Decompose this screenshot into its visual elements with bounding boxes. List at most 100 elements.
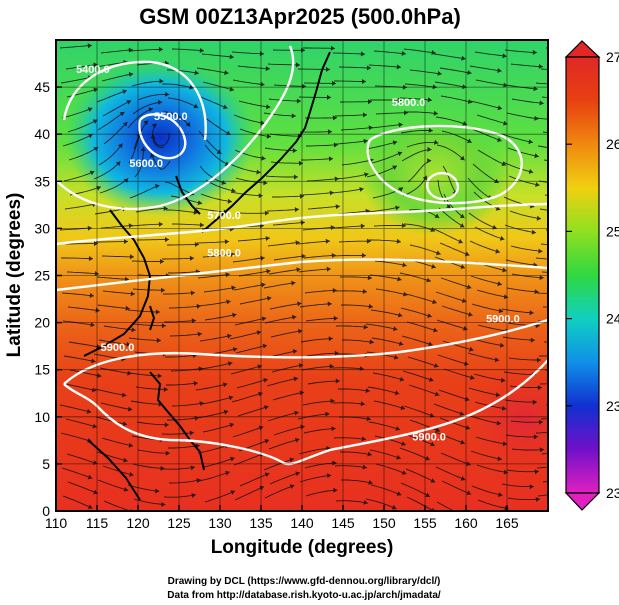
streamline-arrowhead [165,91,170,97]
streamline-arrowhead [326,266,331,272]
streamline [297,68,331,70]
streamline-arrowhead [534,153,539,159]
streamline-arrowhead [191,318,196,324]
streamline [439,242,470,256]
streamline-arrowhead [459,223,465,228]
streamline-arrowhead [459,411,465,416]
streamline-arrowhead [193,103,199,109]
streamline [403,405,435,418]
coastline-china [83,209,152,357]
streamline [263,112,296,117]
streamline-arrowhead [165,450,170,456]
streamline-arrowhead [498,308,504,314]
streamline-arrowhead [332,288,337,293]
streamline [129,184,160,199]
streamline-arrowhead [364,172,369,178]
streamline [332,52,366,55]
streamline [473,373,506,382]
streamline-arrowhead [397,276,402,282]
streamline-arrowhead [196,478,201,483]
streamline-arrowhead [528,139,533,145]
streamline-arrowhead [538,64,543,69]
streamline [65,63,98,70]
streamline [97,304,130,310]
streamline [297,240,330,245]
streamline-arrowhead [401,441,406,446]
streamline [437,179,451,209]
streamline-arrowhead [163,387,168,392]
streamline-arrowhead [197,331,202,337]
streamline [332,402,365,405]
streamline-arrowhead [266,104,271,110]
streamline-arrowhead [397,312,403,318]
streamline-arrowhead [470,375,475,380]
streamline [331,188,364,194]
streamline [335,140,368,145]
streamline [340,126,373,131]
streamline [305,489,338,497]
streamline-arrowhead [300,424,305,430]
streamline-arrowhead [140,147,146,152]
streamline-arrowhead [157,373,162,379]
streamline-arrowhead [91,358,96,364]
streamline [405,468,436,483]
streamline [477,499,509,510]
streamline [335,325,368,328]
streamline [130,400,163,405]
streamline [436,144,465,161]
streamline [267,241,300,247]
streamline-arrowhead [229,86,234,92]
streamline-arrowhead [294,207,299,213]
streamline-arrowhead [91,387,97,393]
streamline [196,241,230,244]
streamline-arrowhead [396,64,401,70]
streamline [438,207,465,228]
streamline [443,368,475,379]
streamline-arrowhead [433,110,438,116]
streamline-arrowhead [261,282,266,288]
streamline-arrowhead [128,442,133,448]
streamline [400,307,432,318]
streamline [233,453,265,466]
streamline-arrowhead [446,204,451,209]
streamline [535,257,548,260]
streamline-arrowhead [291,280,296,286]
streamline-arrowhead [292,314,297,320]
streamline-arrowhead [369,339,374,345]
streamline [229,163,261,173]
streamline [204,144,230,166]
streamline-arrowhead [126,100,132,105]
streamline [365,323,398,331]
streamline [509,385,542,389]
streamline-arrowhead [533,434,538,440]
x-tick-label: 130 [208,515,232,531]
streamline-arrowhead [296,267,301,273]
streamline-arrowhead [123,457,128,463]
x-axis-label: Longitude (degrees) [211,537,394,558]
streamline [99,367,132,375]
streamline-arrowhead [437,71,442,76]
streamline [372,372,405,381]
streamline-arrowhead [291,113,296,119]
streamline-arrowhead [292,349,298,354]
streamline [96,241,129,243]
streamline-arrowhead [87,504,93,509]
streamline [62,495,93,509]
streamline [304,462,337,469]
streamline [442,340,474,351]
streamline-arrowhead [298,160,303,166]
streamline-arrowhead [391,504,397,510]
streamline-arrowhead [430,441,435,447]
streamline [101,437,134,447]
streamline-arrowhead [326,66,330,72]
streamline [408,384,440,396]
streamline-arrowhead [332,80,336,86]
streamline-arrowhead [328,156,333,162]
streamline-arrowhead [401,223,406,228]
streamline-arrowhead [536,215,541,221]
colorbar-tick-label: 246 [606,311,619,327]
streamline-arrowhead [129,254,134,260]
y-tick-label: 40 [34,126,50,142]
streamline [152,132,170,147]
streamline-arrowhead [435,427,440,433]
